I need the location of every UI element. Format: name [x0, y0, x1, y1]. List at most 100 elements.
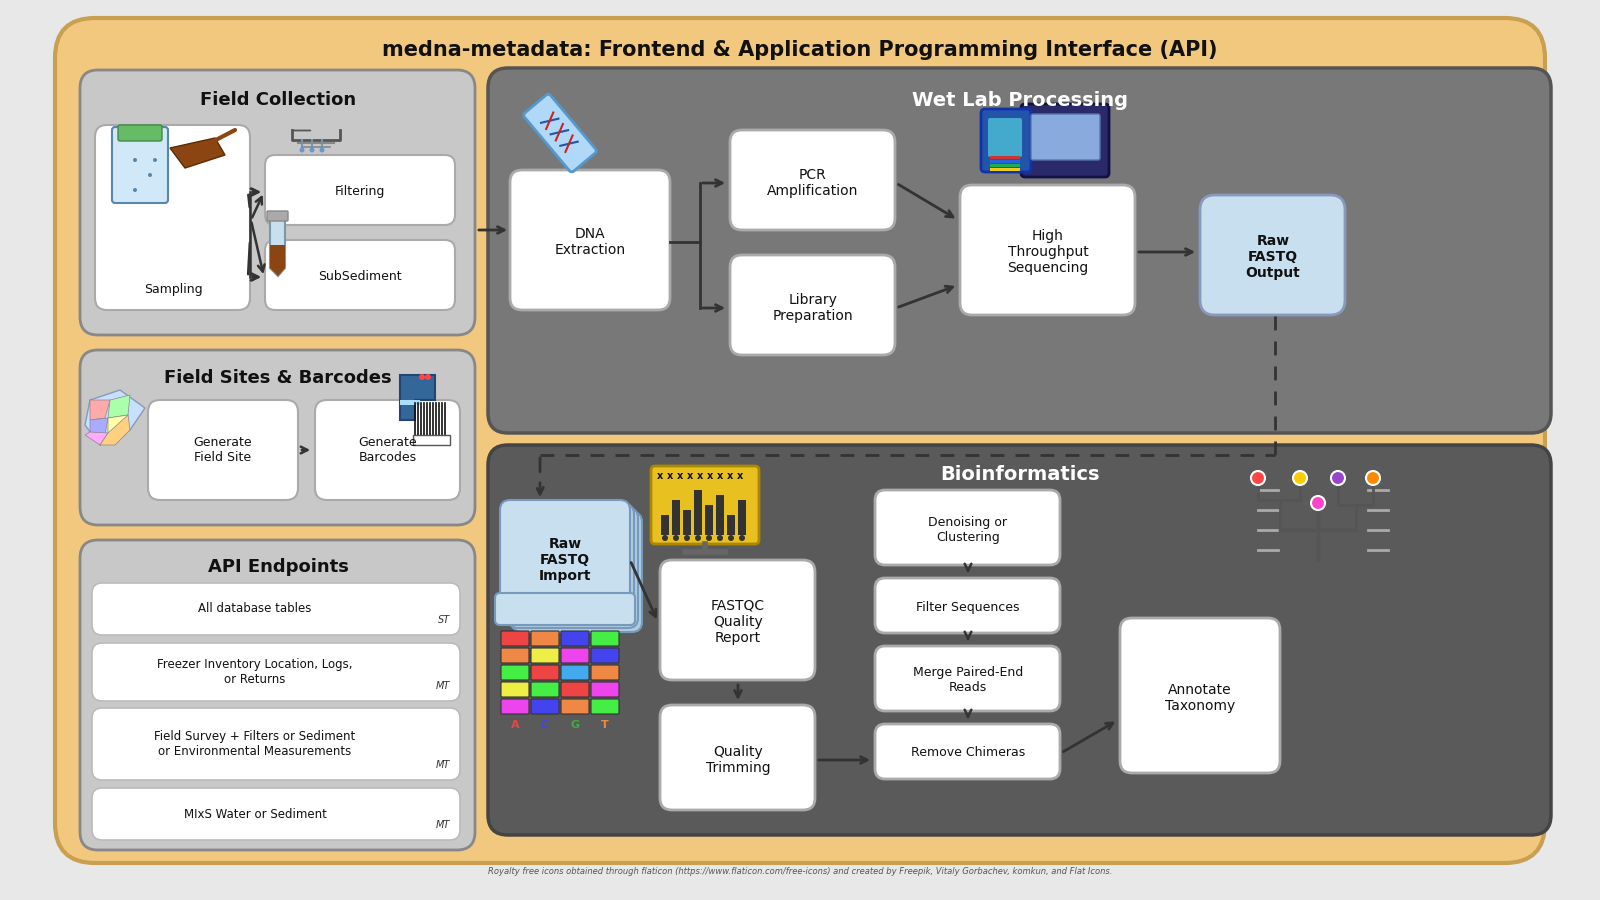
FancyBboxPatch shape	[501, 648, 530, 663]
Bar	[694, 490, 702, 535]
Text: Freezer Inventory Location, Logs,
or Returns: Freezer Inventory Location, Logs, or Ret…	[157, 658, 352, 686]
Text: x: x	[717, 471, 723, 481]
FancyBboxPatch shape	[510, 170, 670, 310]
FancyBboxPatch shape	[730, 255, 894, 355]
FancyBboxPatch shape	[990, 168, 1021, 171]
FancyBboxPatch shape	[523, 94, 597, 172]
Text: High
Throughput
Sequencing: High Throughput Sequencing	[1008, 229, 1088, 275]
FancyBboxPatch shape	[94, 125, 250, 310]
FancyBboxPatch shape	[266, 155, 454, 225]
Polygon shape	[85, 432, 109, 445]
FancyBboxPatch shape	[504, 504, 634, 624]
Polygon shape	[90, 418, 109, 435]
Text: ST: ST	[438, 615, 450, 625]
Circle shape	[133, 188, 138, 192]
FancyBboxPatch shape	[651, 466, 758, 544]
FancyBboxPatch shape	[147, 400, 298, 500]
FancyBboxPatch shape	[590, 648, 619, 663]
Text: Field Sites & Barcodes: Field Sites & Barcodes	[165, 369, 392, 387]
Text: Remove Chimeras: Remove Chimeras	[910, 746, 1026, 760]
Text: Generate
Field Site: Generate Field Site	[194, 436, 253, 464]
FancyBboxPatch shape	[531, 631, 558, 646]
FancyBboxPatch shape	[531, 665, 558, 680]
FancyBboxPatch shape	[80, 540, 475, 850]
FancyBboxPatch shape	[1200, 195, 1346, 315]
FancyBboxPatch shape	[875, 724, 1059, 779]
FancyBboxPatch shape	[562, 665, 589, 680]
Text: x: x	[658, 471, 662, 481]
FancyBboxPatch shape	[80, 350, 475, 525]
Polygon shape	[270, 218, 285, 276]
Text: Filter Sequences: Filter Sequences	[917, 600, 1019, 614]
Text: API Endpoints: API Endpoints	[208, 558, 349, 576]
FancyBboxPatch shape	[93, 643, 461, 701]
FancyBboxPatch shape	[562, 682, 589, 697]
FancyBboxPatch shape	[990, 164, 1021, 167]
FancyBboxPatch shape	[400, 400, 419, 405]
Circle shape	[1310, 496, 1325, 510]
FancyBboxPatch shape	[562, 699, 589, 714]
Text: Field Collection: Field Collection	[200, 91, 357, 109]
FancyBboxPatch shape	[990, 160, 1021, 163]
FancyBboxPatch shape	[562, 648, 589, 663]
Circle shape	[1366, 471, 1379, 485]
Text: PCR
Amplification: PCR Amplification	[768, 168, 859, 198]
Text: x: x	[686, 471, 693, 481]
FancyBboxPatch shape	[989, 118, 1022, 157]
FancyBboxPatch shape	[509, 508, 638, 628]
Polygon shape	[109, 415, 128, 435]
FancyBboxPatch shape	[590, 631, 619, 646]
Text: Quality
Trimming: Quality Trimming	[706, 745, 770, 775]
Text: C: C	[541, 720, 549, 730]
Text: Annotate
Taxonomy: Annotate Taxonomy	[1165, 683, 1235, 713]
Circle shape	[1293, 471, 1307, 485]
FancyBboxPatch shape	[875, 646, 1059, 711]
Text: Filtering: Filtering	[334, 185, 386, 199]
FancyBboxPatch shape	[501, 682, 530, 697]
FancyBboxPatch shape	[494, 593, 635, 625]
FancyBboxPatch shape	[590, 665, 619, 680]
FancyBboxPatch shape	[80, 70, 475, 335]
Text: SubSediment: SubSediment	[318, 271, 402, 284]
FancyBboxPatch shape	[54, 18, 1546, 863]
FancyBboxPatch shape	[960, 185, 1134, 315]
Text: MT: MT	[435, 681, 450, 691]
Circle shape	[662, 535, 669, 541]
Bar	[738, 500, 746, 535]
FancyBboxPatch shape	[112, 127, 168, 203]
Text: MIxS Water or Sediment: MIxS Water or Sediment	[184, 807, 326, 821]
Text: Bioinformatics: Bioinformatics	[941, 465, 1099, 484]
Text: MT: MT	[435, 820, 450, 830]
Polygon shape	[99, 415, 130, 445]
Text: x: x	[698, 471, 702, 481]
FancyBboxPatch shape	[501, 631, 530, 646]
Text: FASTQC
Quality
Report: FASTQC Quality Report	[710, 598, 765, 645]
Circle shape	[706, 535, 712, 541]
FancyBboxPatch shape	[1030, 114, 1101, 160]
FancyBboxPatch shape	[531, 648, 558, 663]
Bar	[683, 510, 691, 535]
FancyBboxPatch shape	[93, 788, 461, 840]
Polygon shape	[90, 400, 110, 420]
Circle shape	[694, 535, 701, 541]
Text: Merge Paired-End
Reads: Merge Paired-End Reads	[914, 666, 1022, 694]
Text: x: x	[726, 471, 733, 481]
FancyBboxPatch shape	[875, 490, 1059, 565]
Bar	[726, 515, 734, 535]
FancyBboxPatch shape	[267, 211, 288, 221]
Circle shape	[739, 535, 746, 541]
Text: Denoising or
Clustering: Denoising or Clustering	[928, 516, 1008, 544]
FancyBboxPatch shape	[488, 68, 1550, 433]
FancyBboxPatch shape	[562, 631, 589, 646]
FancyBboxPatch shape	[590, 699, 619, 714]
Circle shape	[674, 535, 678, 541]
FancyBboxPatch shape	[93, 708, 461, 780]
FancyBboxPatch shape	[413, 435, 450, 445]
FancyBboxPatch shape	[531, 699, 558, 714]
FancyBboxPatch shape	[266, 240, 454, 310]
FancyBboxPatch shape	[990, 156, 1021, 159]
Text: x: x	[738, 471, 742, 481]
FancyBboxPatch shape	[512, 512, 642, 632]
FancyBboxPatch shape	[93, 583, 461, 635]
Text: Raw
FASTQ
Import: Raw FASTQ Import	[539, 536, 592, 583]
